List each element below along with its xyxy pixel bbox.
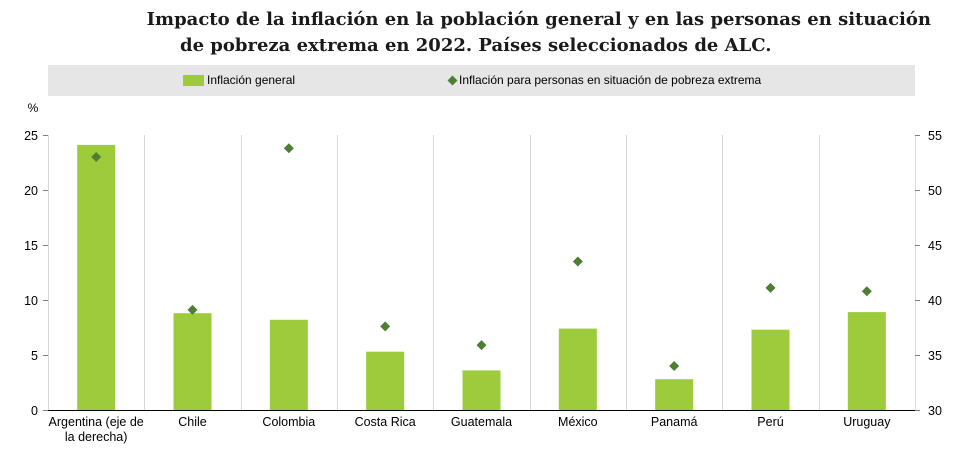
x-category-label-peru: Perú (757, 415, 784, 429)
x-category-label-costa-rica: Costa Rica (354, 415, 416, 429)
bar-costa-rica (366, 351, 405, 410)
diamond-marker-uruguay (861, 286, 872, 297)
bar-panama (655, 379, 694, 410)
diamond-marker-argentina-eje-de-la-derecha (91, 152, 102, 162)
y-tick-label: 15 (24, 239, 38, 253)
y2-tick-label: 45 (928, 239, 942, 253)
x-category-label-guatemala: Guatemala (450, 415, 513, 429)
diamond-marker-chile (187, 304, 198, 315)
x-category-label-mexico: México (558, 415, 598, 429)
diamond-marker-costa-rica (380, 321, 391, 332)
diamond-marker-guatemala (476, 340, 487, 351)
bar-guatemala (462, 370, 501, 410)
x-category-label-uruguay: Uruguay (843, 415, 891, 429)
x-category-label-chile: Chile (178, 415, 207, 429)
y2-tick-label: 50 (928, 184, 942, 198)
legend-label-extreme-poverty-inflation: Inflación para personas en situación de … (459, 73, 762, 87)
y2-tick-label: 30 (928, 404, 942, 418)
bar-uruguay (847, 312, 886, 410)
y-tick-label: 0 (31, 404, 38, 418)
legend-bar-swatch (183, 75, 204, 86)
diamond-marker-colombia (283, 143, 294, 154)
legend-label-general-inflation: Inflación general (207, 73, 296, 87)
y2-tick-label: 55 (928, 129, 942, 143)
y-tick-label: 20 (24, 184, 38, 198)
bar-argentina-eje-de-la-derecha (77, 144, 116, 410)
x-category-label-panama: Panamá (650, 415, 698, 429)
diamond-marker-panama (669, 361, 680, 371)
y-tick-label: 10 (24, 294, 38, 308)
legend: Inflación general Inflación para persona… (48, 65, 915, 96)
y-axis-unit-label: % (28, 101, 39, 115)
y2-tick-label: 35 (928, 349, 942, 363)
bar-peru (751, 329, 790, 410)
y2-tick-label: 40 (928, 294, 942, 308)
bar-chile (173, 313, 212, 410)
chart-title-line-1: Impacto de la inflación en la población … (146, 9, 931, 30)
chart-title-line-2: de pobreza extrema en 2022. Países selec… (180, 35, 772, 56)
y-tick-label: 5 (31, 349, 38, 363)
y-tick-label: 25 (24, 129, 38, 143)
bar-colombia (269, 319, 308, 410)
x-category-label-colombia: Colombia (262, 415, 316, 429)
diamond-marker-peru (765, 282, 776, 293)
x-category-label-argentina-eje-de-la-derecha: Argentina (eje de la derecha) (48, 415, 144, 444)
diamond-marker-mexico (572, 256, 583, 267)
bar-mexico (558, 328, 597, 410)
